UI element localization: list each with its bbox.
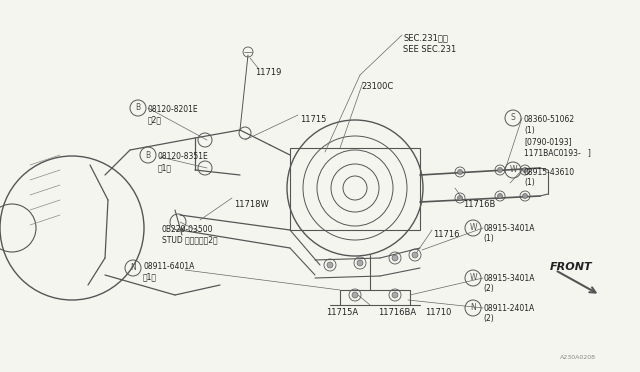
- Circle shape: [412, 252, 418, 258]
- Text: 11715A: 11715A: [326, 308, 358, 317]
- Text: S: S: [511, 113, 515, 122]
- Text: 。1〃: 。1〃: [143, 272, 157, 281]
- Text: 08120-8351E: 08120-8351E: [158, 152, 209, 161]
- Text: W: W: [469, 273, 477, 282]
- Circle shape: [392, 255, 398, 261]
- Text: 08360-51062: 08360-51062: [524, 115, 575, 124]
- Circle shape: [357, 260, 363, 266]
- Text: (1): (1): [483, 234, 493, 243]
- Text: SEE SEC.231: SEE SEC.231: [403, 45, 456, 54]
- Text: 0B229-03500: 0B229-03500: [162, 225, 214, 234]
- Text: 11716BA: 11716BA: [378, 308, 416, 317]
- Text: 1171BAC0193-   ]: 1171BAC0193- ]: [524, 148, 591, 157]
- Text: STUD スタッド。2〃: STUD スタッド。2〃: [162, 235, 218, 244]
- Text: FRONT: FRONT: [550, 262, 593, 272]
- Text: B: B: [136, 103, 141, 112]
- Text: (2): (2): [483, 314, 493, 323]
- Text: 11715: 11715: [300, 115, 326, 124]
- Circle shape: [497, 193, 502, 199]
- Circle shape: [522, 193, 527, 199]
- Text: 08120-8201E: 08120-8201E: [148, 105, 198, 114]
- Circle shape: [458, 196, 463, 201]
- Circle shape: [458, 170, 463, 174]
- Text: N: N: [470, 304, 476, 312]
- Circle shape: [497, 167, 502, 173]
- Text: N: N: [130, 263, 136, 273]
- Text: 。1〃: 。1〃: [158, 163, 172, 172]
- Circle shape: [352, 292, 358, 298]
- Text: (1): (1): [524, 178, 535, 187]
- Text: [0790-0193]: [0790-0193]: [524, 137, 572, 146]
- Text: (2): (2): [483, 284, 493, 293]
- Text: 08911-2401A: 08911-2401A: [483, 304, 534, 313]
- Text: 08915-3401A: 08915-3401A: [483, 274, 534, 283]
- Text: 11716B: 11716B: [463, 200, 495, 209]
- Circle shape: [392, 292, 398, 298]
- Circle shape: [327, 262, 333, 268]
- Text: 08911-6401A: 08911-6401A: [143, 262, 195, 271]
- Text: 。2〃: 。2〃: [148, 115, 162, 124]
- Text: 11719: 11719: [255, 68, 282, 77]
- Text: 11710: 11710: [425, 308, 451, 317]
- Text: 08915-3401A: 08915-3401A: [483, 224, 534, 233]
- Text: A230A0208: A230A0208: [560, 355, 596, 360]
- Circle shape: [522, 167, 527, 173]
- Text: SEC.231参照: SEC.231参照: [403, 33, 448, 42]
- Text: 11718W: 11718W: [234, 200, 269, 209]
- Text: 11716: 11716: [433, 230, 460, 239]
- Text: W: W: [509, 166, 516, 174]
- Text: W: W: [469, 224, 477, 232]
- Text: B: B: [145, 151, 150, 160]
- Text: 08915-43610: 08915-43610: [524, 168, 575, 177]
- Text: 23100C: 23100C: [361, 82, 393, 91]
- Text: (1): (1): [524, 126, 535, 135]
